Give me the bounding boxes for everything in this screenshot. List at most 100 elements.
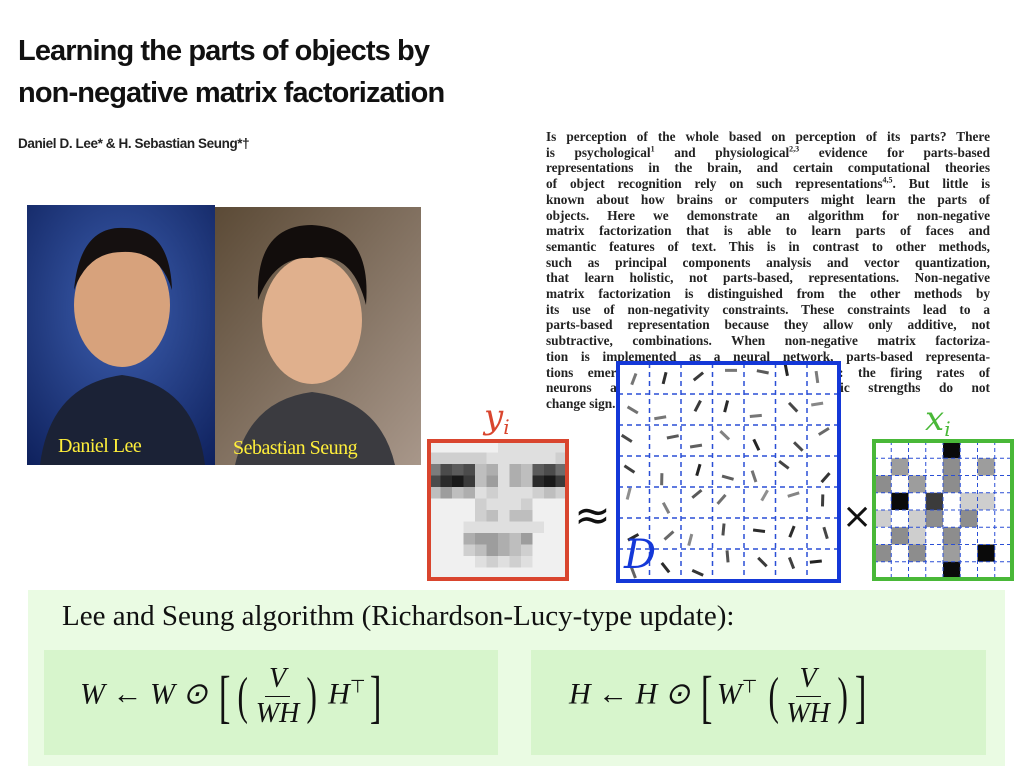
pixel — [960, 475, 978, 493]
bracket: [ — [701, 664, 713, 729]
pixel — [463, 452, 476, 465]
pixel — [555, 441, 568, 453]
pixel — [544, 498, 556, 511]
pixel — [521, 498, 533, 511]
pixel — [874, 510, 892, 528]
pixel — [891, 475, 909, 493]
pixel — [994, 561, 1012, 579]
pixel — [440, 556, 453, 568]
pixel — [555, 452, 568, 465]
pixel — [925, 561, 943, 579]
dictionary-image — [618, 363, 839, 581]
denominator: WH — [786, 698, 830, 729]
pixel — [521, 510, 533, 522]
paper-title: Learning the parts of objects by non-neg… — [18, 30, 445, 114]
code-image — [874, 441, 1012, 579]
pixel — [521, 567, 533, 580]
pixel — [925, 527, 943, 545]
feature — [716, 493, 727, 505]
pixel — [908, 441, 926, 459]
pixel — [891, 527, 909, 545]
y-subscript: i — [503, 415, 509, 439]
feature — [723, 400, 730, 413]
pixel — [925, 458, 943, 476]
pixel — [960, 492, 978, 510]
pixel — [486, 452, 499, 465]
pixel — [544, 544, 556, 557]
feature — [749, 413, 762, 418]
pixel — [429, 498, 441, 511]
pixel — [555, 533, 568, 545]
paren: ( — [768, 668, 779, 725]
feature — [820, 472, 831, 484]
abstract-line: of object recognition rely on such repre… — [546, 176, 990, 192]
pixel — [532, 498, 545, 511]
pixel — [498, 544, 510, 557]
paren: ( — [237, 668, 249, 725]
pixel — [429, 452, 441, 465]
pixel — [452, 441, 464, 453]
pixel — [544, 567, 556, 580]
text-run: is psychological — [546, 144, 651, 160]
pixel — [509, 475, 522, 488]
pixel — [463, 498, 476, 511]
pixel — [509, 544, 522, 557]
pixel — [874, 561, 892, 579]
abstract-line: tion is implemented as a neural network,… — [546, 348, 990, 364]
pixel — [943, 475, 961, 493]
feature — [689, 443, 703, 449]
formula: W ← W ⊙ [(V WH) H⊤] — [80, 662, 385, 731]
feature — [809, 559, 822, 564]
pixel — [429, 464, 441, 476]
feature — [817, 427, 830, 436]
text-run: and physiological — [654, 144, 790, 160]
pixel — [943, 492, 961, 510]
pixel — [509, 464, 522, 476]
pixel — [475, 544, 487, 557]
transpose: ⊤ — [741, 676, 758, 697]
face-image — [429, 441, 568, 580]
feature — [793, 441, 804, 452]
pixel — [452, 544, 464, 557]
face — [262, 256, 362, 384]
pixel — [532, 556, 545, 568]
pixel — [544, 464, 556, 476]
bracket: ] — [855, 664, 867, 729]
pixel — [440, 464, 453, 476]
pixel — [486, 556, 499, 568]
pixel — [977, 561, 995, 579]
feature — [654, 415, 667, 421]
pixel — [486, 521, 499, 534]
pixel — [463, 475, 476, 488]
pixel — [943, 544, 961, 562]
pixel — [960, 441, 978, 459]
pixel — [498, 510, 510, 522]
pixel — [429, 533, 441, 545]
x-box — [872, 439, 1014, 581]
pixel — [463, 556, 476, 568]
feature — [693, 399, 702, 412]
feature — [811, 401, 824, 407]
pixel — [544, 475, 556, 488]
pixel — [486, 510, 499, 522]
pixel — [521, 464, 533, 476]
pixel — [874, 492, 892, 510]
pixel — [994, 544, 1012, 562]
pixel — [521, 452, 533, 465]
feature — [725, 550, 730, 563]
numerator: V — [265, 662, 291, 697]
abstract-line: that learn holistic, not parts-based, re… — [546, 270, 990, 286]
pixel — [475, 498, 487, 511]
pixel — [498, 556, 510, 568]
abstract-line: semantic features of text. This is in co… — [546, 238, 990, 254]
feature — [660, 562, 671, 574]
pixel — [452, 475, 464, 488]
feature — [626, 405, 639, 415]
pixel — [429, 441, 441, 453]
pixel — [521, 487, 533, 499]
pixel — [440, 498, 453, 511]
pixel — [555, 556, 568, 568]
pixel — [544, 556, 556, 568]
feature — [783, 363, 789, 377]
pixel — [463, 441, 476, 453]
